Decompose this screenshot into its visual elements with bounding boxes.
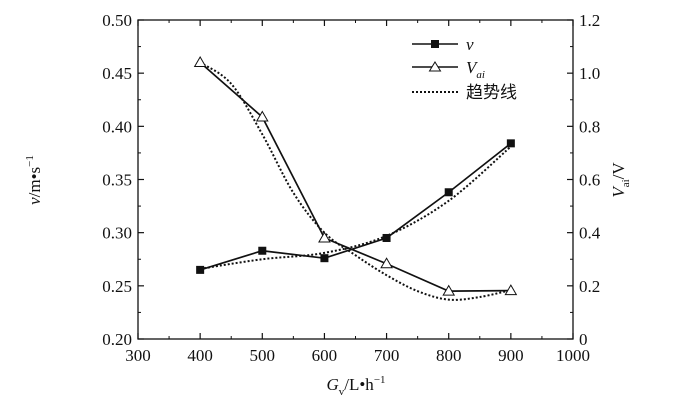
x-tick-label-900: 900 (498, 346, 524, 365)
legend-trend-label: 趋势线 (466, 83, 517, 102)
marker-v-500 (258, 246, 267, 255)
x-tick-label-1000: 1000 (556, 346, 590, 365)
x-tick-label-500: 500 (250, 346, 276, 365)
left-axis-title: v/m•s−1 (24, 155, 44, 205)
right-tick-label-0.8: 0.8 (579, 117, 600, 136)
left-tick-label-0.40: 0.40 (102, 117, 132, 136)
series-markers (193, 56, 518, 296)
legend-v-marker (431, 40, 439, 48)
right-tick-label-1.2: 1.2 (579, 11, 600, 30)
x-tick-label-400: 400 (187, 346, 213, 365)
left-tick-label-0.50: 0.50 (102, 11, 132, 30)
right-tick-label-0.4: 0.4 (579, 224, 601, 243)
right-tick-label-0.2: 0.2 (579, 277, 600, 296)
left-tick-label-0.35: 0.35 (102, 171, 132, 190)
marker-v-900 (506, 139, 515, 148)
x-axis-title: Gv/L•h−1 (326, 374, 385, 398)
marker-vai-800 (442, 284, 456, 296)
marker-vai-500 (255, 110, 269, 122)
marker-vai-900 (504, 284, 518, 296)
axis-ticks: 300 400 500 600 700 800 900 10000.200.250.300.3… (102, 11, 601, 365)
trend-lines (199, 61, 512, 301)
series-line-vai (199, 61, 511, 293)
marker-v-700 (382, 233, 391, 242)
marker-v-800 (444, 188, 453, 197)
legend-v-label: v (466, 35, 474, 54)
marker-v-400 (196, 265, 205, 274)
series-line-v (199, 142, 512, 271)
legend-vai-label: Vai (466, 58, 485, 81)
series-lines (199, 61, 512, 293)
right-tick-label-0: 0 (579, 330, 588, 349)
x-tick-label-300: 300 (125, 346, 151, 365)
marker-vai-600 (318, 231, 331, 243)
x-tick-label-700: 700 (374, 346, 400, 365)
left-tick-label-0.20: 0.20 (102, 330, 132, 349)
trend-line-vai (199, 61, 512, 301)
legend-vai-marker (428, 61, 442, 72)
x-tick-label-800: 800 (436, 346, 462, 365)
left-tick-label-0.45: 0.45 (102, 64, 132, 83)
x-tick-label-600: 600 (312, 346, 338, 365)
legend: v Vai 趋势线 (412, 35, 517, 102)
right-tick-label-1.0: 1.0 (579, 64, 600, 83)
marker-v-600 (320, 254, 329, 263)
right-axis-title: Vai/V (609, 162, 632, 198)
right-tick-label-0.6: 0.6 (579, 171, 600, 190)
marker-vai-400 (193, 56, 207, 68)
left-tick-label-0.25: 0.25 (102, 277, 132, 296)
left-tick-label-0.30: 0.30 (102, 224, 132, 243)
marker-vai-700 (380, 257, 393, 269)
